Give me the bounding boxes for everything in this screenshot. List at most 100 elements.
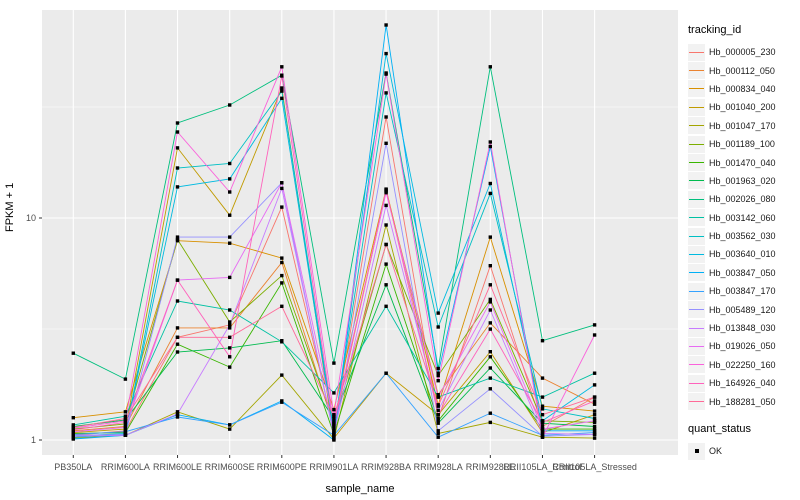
legend-label: Hb_022250_160	[709, 359, 776, 370]
legend-item: Hb_002026_080	[688, 190, 798, 208]
data-point	[175, 235, 180, 239]
legend-key	[688, 43, 705, 61]
quant-status-legend-title: quant_status	[688, 422, 751, 435]
data-point	[123, 414, 128, 418]
legend-label: Hb_164926_040	[709, 378, 776, 389]
data-point	[123, 430, 128, 434]
legend-item: Hb_001047_170	[688, 117, 798, 135]
data-point	[123, 416, 128, 421]
data-point	[488, 411, 492, 415]
data-point	[384, 242, 388, 247]
legend-item: Hb_005489_120	[688, 300, 798, 319]
data-point	[123, 425, 128, 430]
data-point	[228, 320, 232, 324]
legend-item: Hb_022250_160	[688, 356, 798, 374]
data-point	[228, 427, 232, 431]
data-point	[488, 355, 492, 359]
legend-label: Hb_000112_050	[709, 65, 775, 76]
data-point	[123, 433, 128, 437]
legend-key	[688, 374, 705, 392]
legend-label: Hb_003640_010	[709, 249, 776, 260]
legend-key	[688, 209, 705, 227]
data-point	[175, 326, 180, 330]
line-swatch-icon	[689, 235, 704, 237]
data-point	[592, 333, 597, 337]
tracking-id-legend-title: tracking_id	[688, 24, 742, 36]
x-tick-label: RRIM901LA	[309, 462, 359, 472]
data-point	[540, 407, 545, 411]
line-swatch-icon	[689, 364, 704, 366]
legend-label: Hb_000834_040	[709, 83, 776, 94]
data-point	[332, 434, 336, 438]
data-point	[280, 260, 284, 265]
data-point	[280, 304, 284, 308]
data-point	[228, 177, 232, 181]
data-point	[436, 395, 440, 399]
data-point	[488, 321, 492, 325]
data-point	[488, 308, 492, 312]
line-swatch-icon	[689, 290, 704, 292]
data-point	[436, 408, 440, 413]
data-point	[488, 387, 492, 391]
data-point	[436, 371, 440, 375]
data-point	[384, 72, 388, 76]
data-point	[436, 325, 440, 329]
data-point	[592, 436, 597, 440]
data-point	[280, 340, 284, 344]
data-point	[71, 351, 75, 355]
data-point	[540, 435, 545, 439]
data-point	[488, 181, 492, 186]
data-point	[592, 323, 597, 327]
data-point	[280, 96, 284, 100]
data-point	[488, 144, 492, 149]
legend-label: Hb_003562_030	[709, 231, 776, 242]
legend-key	[688, 319, 705, 337]
data-point	[123, 377, 128, 381]
legend-key	[688, 135, 705, 153]
data-point	[175, 237, 180, 242]
data-point	[228, 241, 232, 245]
data-point	[332, 438, 336, 442]
legend-item: Hb_001470_040	[688, 153, 798, 172]
data-point	[592, 427, 597, 431]
data-point	[228, 103, 232, 107]
line-swatch-icon	[689, 345, 704, 347]
line-swatch-icon	[689, 217, 704, 219]
x-tick-label: RRIM600LA	[100, 462, 150, 472]
legend-label: Hb_001047_170	[709, 120, 776, 131]
legend-label: Hb_019026_050	[709, 341, 776, 352]
legend-key	[688, 154, 705, 172]
legend-item: Hb_000005_230	[688, 43, 798, 61]
data-point	[540, 376, 545, 380]
data-point	[228, 308, 232, 312]
legend-label: Hb_013848_030	[709, 323, 776, 334]
legend-label: Hb_000005_230	[709, 47, 776, 58]
data-point	[228, 326, 232, 330]
data-point	[592, 413, 597, 417]
data-point	[436, 431, 440, 436]
data-point	[488, 300, 492, 304]
line-swatch-icon	[689, 198, 704, 200]
x-axis-title: sample_name	[325, 483, 395, 495]
legend-item: Hb_003562_030	[688, 227, 798, 245]
legend-label: Hb_001963_020	[709, 175, 776, 186]
data-point	[592, 402, 597, 406]
legend-key	[688, 337, 705, 355]
data-point	[540, 395, 545, 399]
legend-label: Hb_002026_080	[709, 194, 776, 205]
legend-key	[688, 117, 705, 135]
data-point	[384, 304, 388, 308]
legend-label: Hb_188281_050	[709, 396, 776, 407]
line-swatch-icon	[689, 401, 704, 403]
y-tick-label: 1	[30, 435, 36, 445]
data-point	[540, 339, 545, 343]
data-point	[71, 416, 75, 420]
data-point	[436, 421, 440, 425]
square-marker-icon	[694, 449, 699, 453]
data-point	[384, 115, 388, 119]
line-swatch-icon	[689, 125, 704, 127]
data-point	[488, 366, 492, 370]
quant-status-legend: quant_status OK	[688, 423, 798, 460]
data-point	[175, 335, 180, 339]
data-point	[384, 203, 388, 208]
